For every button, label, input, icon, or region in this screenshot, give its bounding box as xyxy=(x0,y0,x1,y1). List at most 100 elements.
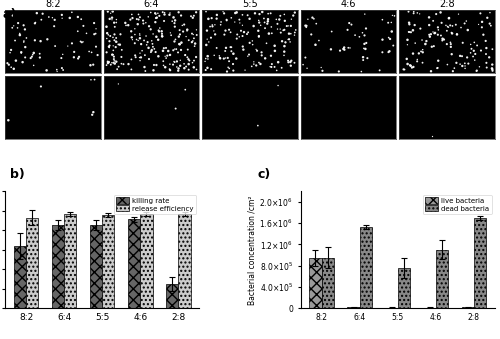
Point xyxy=(120,61,128,67)
Point xyxy=(254,28,262,34)
Point xyxy=(80,23,88,28)
Point xyxy=(222,45,230,51)
Point xyxy=(388,13,396,18)
Point xyxy=(30,50,38,56)
Point xyxy=(177,13,185,18)
Point xyxy=(33,11,41,16)
Point xyxy=(207,35,215,40)
Point xyxy=(166,12,173,18)
Point xyxy=(211,22,219,27)
Point xyxy=(110,56,118,62)
Point xyxy=(404,9,412,14)
Point xyxy=(170,15,177,20)
Point xyxy=(180,22,188,27)
Point xyxy=(112,20,120,25)
Point xyxy=(253,48,261,54)
Point xyxy=(482,60,490,65)
Point xyxy=(422,38,430,44)
Point xyxy=(21,55,29,60)
Point xyxy=(262,41,270,46)
Point xyxy=(264,21,272,26)
Point xyxy=(126,17,134,22)
Point xyxy=(184,27,192,33)
Bar xyxy=(102,215,115,308)
Bar xyxy=(26,218,38,308)
Point xyxy=(21,27,29,32)
Point xyxy=(136,15,144,20)
Point xyxy=(281,18,289,23)
Point xyxy=(134,38,142,43)
Point xyxy=(466,50,474,56)
Point xyxy=(283,23,291,29)
Point xyxy=(32,20,40,25)
Point xyxy=(171,18,179,23)
Point xyxy=(216,56,224,61)
Point xyxy=(280,43,288,49)
Point xyxy=(189,38,197,44)
Point xyxy=(266,64,274,69)
Point xyxy=(252,47,260,52)
Point xyxy=(310,16,318,21)
Point xyxy=(416,26,424,31)
Point xyxy=(8,25,16,31)
Point xyxy=(429,18,437,23)
Point xyxy=(446,23,454,28)
Point xyxy=(152,49,160,55)
Point xyxy=(264,11,272,16)
Point xyxy=(356,34,364,40)
Point xyxy=(132,37,140,42)
Point xyxy=(176,58,184,63)
Point xyxy=(482,38,490,44)
Point xyxy=(112,35,120,41)
Point xyxy=(133,16,141,22)
Point xyxy=(277,30,285,35)
Point xyxy=(408,65,416,70)
Point xyxy=(4,118,12,123)
Point xyxy=(344,45,352,51)
Point xyxy=(414,57,422,62)
Point xyxy=(407,29,415,35)
Point xyxy=(304,17,312,22)
Point xyxy=(230,68,237,73)
Point xyxy=(288,58,296,63)
Point xyxy=(159,48,167,54)
Point xyxy=(204,65,212,71)
Point xyxy=(16,31,24,36)
Point xyxy=(233,32,241,37)
Point xyxy=(488,46,496,52)
Point xyxy=(114,81,122,87)
Point xyxy=(466,42,474,47)
Point xyxy=(68,41,76,46)
Point xyxy=(182,87,190,93)
Point xyxy=(444,62,452,67)
Point xyxy=(12,58,20,63)
Point xyxy=(59,67,67,73)
Point xyxy=(217,19,225,25)
Point xyxy=(170,46,178,52)
Point xyxy=(173,64,181,70)
Point xyxy=(407,63,415,68)
Point xyxy=(162,55,170,61)
Point xyxy=(74,56,82,61)
Point xyxy=(148,38,156,43)
Point xyxy=(255,34,263,39)
Point xyxy=(438,38,446,43)
Point xyxy=(152,34,160,39)
Point xyxy=(108,52,116,57)
Point xyxy=(174,9,182,15)
Point xyxy=(390,13,398,19)
Point xyxy=(280,27,288,33)
Point xyxy=(464,61,472,66)
Point xyxy=(110,58,118,64)
Point xyxy=(205,39,213,45)
Point xyxy=(448,23,456,28)
Point xyxy=(154,54,162,59)
Point xyxy=(187,14,195,19)
Point xyxy=(344,27,351,33)
Point xyxy=(454,12,462,17)
Text: c): c) xyxy=(258,168,271,181)
Point xyxy=(180,65,188,71)
Point xyxy=(280,12,288,17)
Point xyxy=(433,65,441,71)
Point xyxy=(315,38,323,43)
